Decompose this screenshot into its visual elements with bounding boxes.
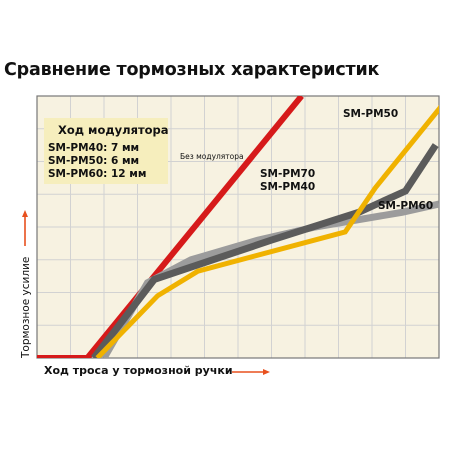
y-axis-label: Тормозное усилие <box>20 257 32 359</box>
legend-box <box>44 118 168 184</box>
legend-heading: Ход модулятора <box>58 123 169 137</box>
legend-line-sm-pm60: SM-PM60: 12 мм <box>48 168 146 180</box>
label-no-modulator: Без модулятора <box>180 152 244 161</box>
legend-line-sm-pm40: SM-PM40: 7 мм <box>48 142 139 154</box>
label-sm-pm70: SM-PM70 <box>260 168 315 180</box>
label-sm-pm40: SM-PM40 <box>260 181 315 193</box>
label-sm-pm50: SM-PM50 <box>343 108 398 120</box>
label-sm-pm60: SM-PM60 <box>378 200 433 212</box>
series-line-sm-pm70-pm40 <box>91 143 439 358</box>
plot-border <box>36 95 440 359</box>
x-axis-label: Ход троса у тормозной ручки <box>44 364 233 377</box>
x-axis-arrow-icon <box>232 369 270 375</box>
series-line-no-modulator <box>37 96 304 358</box>
series-line-sm-pm50 <box>95 105 439 358</box>
chart-title: Сравнение тормозных характеристик <box>4 60 380 80</box>
y-axis-arrow-icon <box>22 210 28 246</box>
legend-line-sm-pm50: SM-PM50: 6 мм <box>48 155 139 167</box>
